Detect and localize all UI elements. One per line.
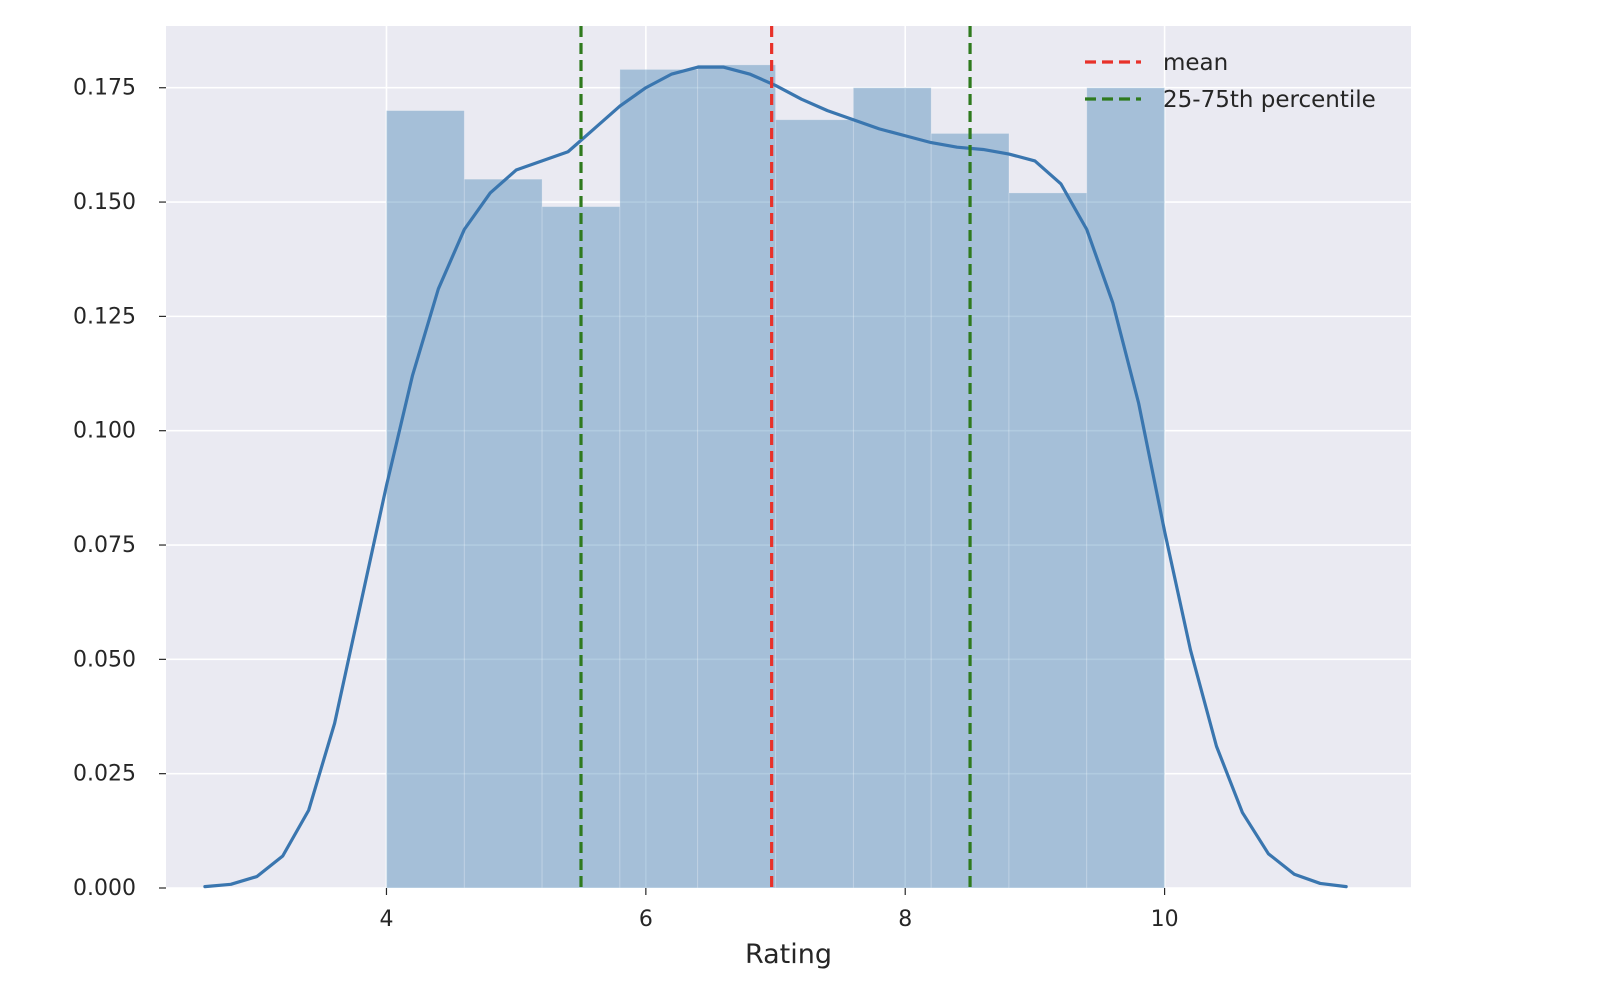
- histogram-bar: [619, 69, 699, 889]
- legend-label-mean: mean: [1163, 50, 1228, 76]
- histogram-bar: [1086, 87, 1165, 889]
- histogram-bar: [463, 178, 543, 889]
- histogram-bar: [697, 64, 776, 889]
- y-tick-label: 0.175: [73, 76, 136, 101]
- x-axis-title: Rating: [745, 939, 832, 970]
- x-tick-label: 8: [898, 907, 912, 932]
- y-tick-label: 0.050: [73, 647, 136, 672]
- histogram-bar: [852, 87, 932, 889]
- kde-curve: [203, 65, 1348, 889]
- y-tick-label: 0.000: [73, 876, 136, 901]
- y-tick-label: 0.100: [73, 419, 136, 444]
- legend-label-percentile: 25-75th percentile: [1163, 87, 1376, 113]
- histogram-bar: [775, 119, 854, 889]
- plot-background: [166, 26, 1411, 888]
- histogram-bar: [386, 110, 465, 889]
- x-tick-label: 4: [379, 907, 393, 932]
- y-tick-label: 0.025: [73, 762, 136, 787]
- x-tick-label: 6: [639, 907, 653, 932]
- y-tick-label: 0.150: [73, 190, 136, 215]
- histogram-bar: [1008, 192, 1088, 889]
- x-tick-label: 10: [1151, 907, 1179, 932]
- y-tick-label: 0.075: [73, 533, 136, 558]
- y-tick-label: 0.125: [73, 304, 136, 329]
